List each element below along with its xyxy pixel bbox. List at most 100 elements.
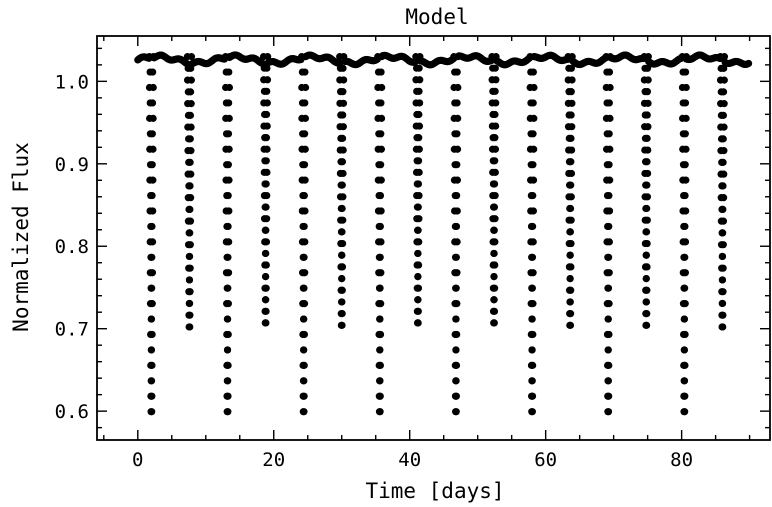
data-point (224, 269, 233, 277)
data-point (682, 68, 690, 76)
data-point (604, 315, 612, 323)
data-point (186, 158, 194, 166)
data-point (339, 64, 347, 72)
data-point (643, 239, 651, 248)
data-point (148, 130, 156, 138)
data-point (529, 238, 537, 246)
data-point (719, 264, 727, 272)
data-point (299, 377, 308, 385)
data-point (224, 191, 232, 200)
data-point (148, 300, 156, 308)
data-point (529, 330, 537, 339)
data-point (301, 83, 310, 92)
data-point (223, 377, 231, 385)
data-point (681, 238, 690, 246)
data-point (187, 88, 195, 96)
data-point (454, 114, 462, 122)
x-tick-label: 80 (670, 449, 693, 471)
data-point (719, 205, 727, 214)
data-point (340, 76, 348, 84)
data-point (529, 207, 537, 215)
data-point (566, 274, 574, 283)
data-point (148, 222, 156, 231)
data-point (263, 215, 271, 223)
data-point (490, 296, 498, 304)
data-point (301, 145, 309, 153)
plot-frame (96, 35, 771, 441)
data-point (453, 207, 461, 215)
data-point (529, 176, 538, 184)
data-point (300, 222, 308, 231)
data-point (300, 330, 308, 339)
data-point (147, 377, 155, 385)
data-point (416, 53, 424, 61)
data-point (719, 135, 727, 143)
data-point (491, 134, 499, 142)
data-point (643, 216, 651, 224)
data-point (414, 226, 422, 234)
data-point (528, 284, 536, 292)
data-point (605, 191, 613, 200)
data-point (224, 300, 232, 308)
data-point (719, 241, 727, 249)
data-point (301, 114, 310, 122)
data-point (605, 68, 614, 76)
data-point (644, 123, 652, 131)
data-point (606, 53, 614, 61)
data-point (491, 168, 499, 176)
data-point (301, 68, 309, 76)
data-point (681, 269, 689, 277)
data-point (528, 346, 536, 354)
data-point (568, 146, 576, 154)
data-point (567, 169, 576, 178)
data-point (415, 122, 424, 130)
data-point (376, 330, 385, 339)
data-point (339, 111, 347, 119)
data-point (642, 298, 650, 306)
data-point (301, 207, 309, 215)
data-point (149, 68, 157, 76)
data-point (185, 252, 194, 261)
data-point (604, 408, 612, 416)
data-point (681, 222, 689, 231)
data-point (187, 100, 195, 108)
data-point (414, 249, 422, 258)
data-point (377, 176, 385, 184)
data-point (491, 191, 499, 200)
data-point (186, 217, 195, 225)
data-point (682, 207, 690, 215)
data-point (719, 158, 727, 166)
data-point (224, 130, 233, 138)
data-point (492, 99, 500, 107)
data-point (416, 76, 424, 84)
data-point (262, 157, 270, 165)
data-point (491, 87, 499, 95)
data-point (567, 263, 575, 271)
data-point (376, 284, 384, 292)
data-point (148, 238, 157, 246)
data-point (644, 99, 652, 107)
data-point (719, 311, 727, 319)
data-point (224, 361, 232, 369)
data-point (263, 64, 271, 72)
data-point (300, 191, 308, 200)
data-point (567, 64, 576, 72)
data-point (415, 191, 423, 200)
data-point (490, 272, 498, 281)
data-point (606, 114, 614, 122)
data-point (644, 53, 652, 61)
x-tick-label: 20 (262, 449, 285, 471)
data-point (339, 88, 347, 96)
data-point (529, 161, 537, 169)
data-point (528, 392, 537, 400)
data-point (642, 274, 650, 283)
data-point (262, 226, 270, 234)
data-point (453, 191, 461, 200)
data-point (605, 269, 613, 277)
data-point (187, 170, 195, 178)
data-point (263, 76, 272, 84)
data-point (720, 64, 728, 72)
data-point (491, 261, 499, 269)
data-point (528, 253, 537, 261)
data-point (186, 229, 194, 237)
